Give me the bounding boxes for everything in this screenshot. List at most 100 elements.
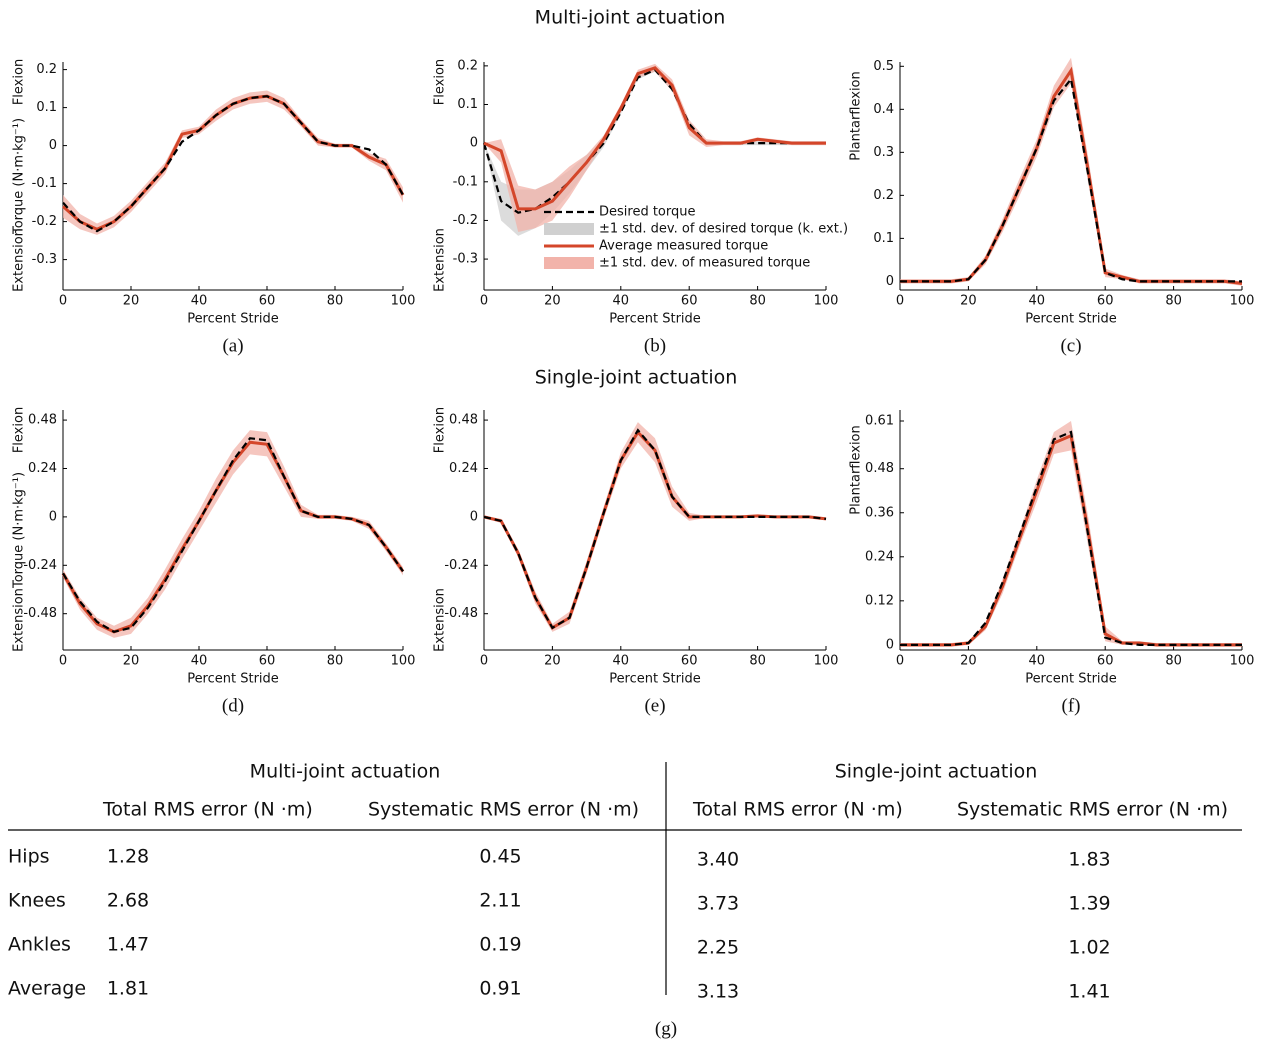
y-tick-label: 0.48 xyxy=(449,413,478,428)
table-cell: 3.40 xyxy=(697,849,739,871)
y-axis-label: Torque (N·m·kg⁻¹) xyxy=(12,118,27,235)
row-label: Knees xyxy=(8,890,66,912)
x-tick-label: 80 xyxy=(749,294,766,309)
x-tick-label: 40 xyxy=(1029,294,1046,309)
x-tick-label: 20 xyxy=(123,654,140,669)
x-tick-label: 80 xyxy=(1165,294,1182,309)
x-axis-label: Percent Stride xyxy=(187,312,279,327)
x-axis-label: Percent Stride xyxy=(187,672,279,687)
y-tick-label: -0.2 xyxy=(32,214,57,229)
y-tick-label: 0.2 xyxy=(457,58,478,73)
x-tick-label: 100 xyxy=(1230,654,1255,669)
table-header: Total RMS error (N ·m) xyxy=(102,799,313,821)
x-tick-label: 20 xyxy=(544,294,561,309)
y-tick-label: 0.24 xyxy=(449,461,478,476)
caption: (g) xyxy=(655,1018,677,1039)
x-tick-label: 0 xyxy=(59,654,67,669)
y-axis-label: Torque (N·m·kg⁻¹) xyxy=(12,472,27,589)
y-tick-label: -0.48 xyxy=(23,606,57,621)
table-cell: 1.47 xyxy=(107,934,149,956)
y-tick-label: -0.2 xyxy=(453,213,478,228)
table-group: Single-joint actuation xyxy=(835,761,1038,783)
x-tick-label: 60 xyxy=(259,294,276,309)
legend-label: ±1 std. dev. of measured torque xyxy=(599,256,810,271)
x-tick-label: 0 xyxy=(480,294,488,309)
x-tick-label: 20 xyxy=(960,294,977,309)
y-tick-label: 0.2 xyxy=(36,62,57,77)
legend-label: Desired torque xyxy=(599,205,696,220)
y-tick-label: 0.1 xyxy=(873,231,894,246)
row-label: Average xyxy=(8,978,86,1000)
x-tick-label: 0 xyxy=(896,654,904,669)
std-band xyxy=(484,63,826,233)
y-tick-label: 0.2 xyxy=(873,188,894,203)
y-tick-label: 0 xyxy=(470,509,478,524)
y-direction-label: Flexion xyxy=(433,407,448,453)
y-direction-label: Flexion xyxy=(12,59,27,105)
legend-swatch xyxy=(544,257,594,269)
y-tick-label: 0.61 xyxy=(865,414,894,429)
std-band xyxy=(900,421,1242,647)
series-line xyxy=(483,428,827,630)
y-tick-label: 0.24 xyxy=(28,461,57,476)
caption: (c) xyxy=(1060,335,1081,356)
caption: (d) xyxy=(222,695,244,716)
x-tick-label: 60 xyxy=(1097,294,1114,309)
series-line xyxy=(62,437,404,634)
table-cell: 1.02 xyxy=(1068,937,1110,959)
y-direction-label: Flexion xyxy=(433,59,448,105)
x-tick-label: 80 xyxy=(327,654,344,669)
y-tick-label: -0.1 xyxy=(32,176,57,191)
series-line xyxy=(62,95,404,233)
y-direction-label: Plantarflexion xyxy=(849,71,864,161)
table-header: Systematic RMS error (N ·m) xyxy=(368,799,639,821)
table-cell: 1.81 xyxy=(107,978,149,1000)
x-tick-label: 100 xyxy=(814,294,839,309)
caption: (e) xyxy=(644,695,665,716)
table-group: Multi-joint actuation xyxy=(250,761,441,783)
y-direction-label: Extension xyxy=(433,228,448,292)
y-tick-label: 0.5 xyxy=(873,59,894,74)
x-tick-label: 0 xyxy=(896,294,904,309)
table-cell: 3.73 xyxy=(697,893,739,915)
y-tick-label: -0.24 xyxy=(23,558,57,573)
y-tick-label: -0.24 xyxy=(444,558,478,573)
table-cell: 1.41 xyxy=(1068,981,1110,1003)
x-tick-label: 20 xyxy=(544,654,561,669)
x-axis-label: Percent Stride xyxy=(1025,312,1117,327)
x-axis-label: Percent Stride xyxy=(609,672,701,687)
y-tick-label: -0.1 xyxy=(453,174,478,189)
y-tick-label: 0 xyxy=(49,509,57,524)
x-tick-label: 60 xyxy=(259,654,276,669)
x-tick-label: 20 xyxy=(123,294,140,309)
x-tick-label: 100 xyxy=(1230,294,1255,309)
table-cell: 0.19 xyxy=(479,934,521,956)
table-cell: 0.91 xyxy=(479,978,521,1000)
x-tick-label: 80 xyxy=(1165,654,1182,669)
x-tick-label: 100 xyxy=(391,654,416,669)
table-header: Systematic RMS error (N ·m) xyxy=(957,799,1228,821)
table-cell: 1.28 xyxy=(107,846,149,868)
std-band xyxy=(63,90,403,235)
row-label: Hips xyxy=(8,846,50,868)
x-tick-label: 40 xyxy=(191,294,208,309)
y-tick-label: 0 xyxy=(886,274,894,289)
series-line xyxy=(900,76,1242,283)
y-direction-label: Extension xyxy=(12,228,27,292)
y-tick-label: 0.3 xyxy=(873,145,894,160)
table-cell: 2.25 xyxy=(697,937,739,959)
x-axis-label: Percent Stride xyxy=(1025,672,1117,687)
y-tick-label: -0.3 xyxy=(32,252,57,267)
y-tick-label: 0.48 xyxy=(28,413,57,428)
x-tick-label: 40 xyxy=(191,654,208,669)
table-cell: 2.11 xyxy=(479,890,521,912)
section-title: Multi-joint actuation xyxy=(535,7,726,29)
y-tick-label: 0.1 xyxy=(457,97,478,112)
y-tick-label: 0 xyxy=(886,637,894,652)
y-tick-label: 0.12 xyxy=(865,593,894,608)
legend-swatch xyxy=(544,223,594,235)
table-cell: 1.83 xyxy=(1068,849,1110,871)
x-tick-label: 80 xyxy=(327,294,344,309)
caption: (f) xyxy=(1062,695,1081,716)
x-tick-label: 20 xyxy=(960,654,977,669)
